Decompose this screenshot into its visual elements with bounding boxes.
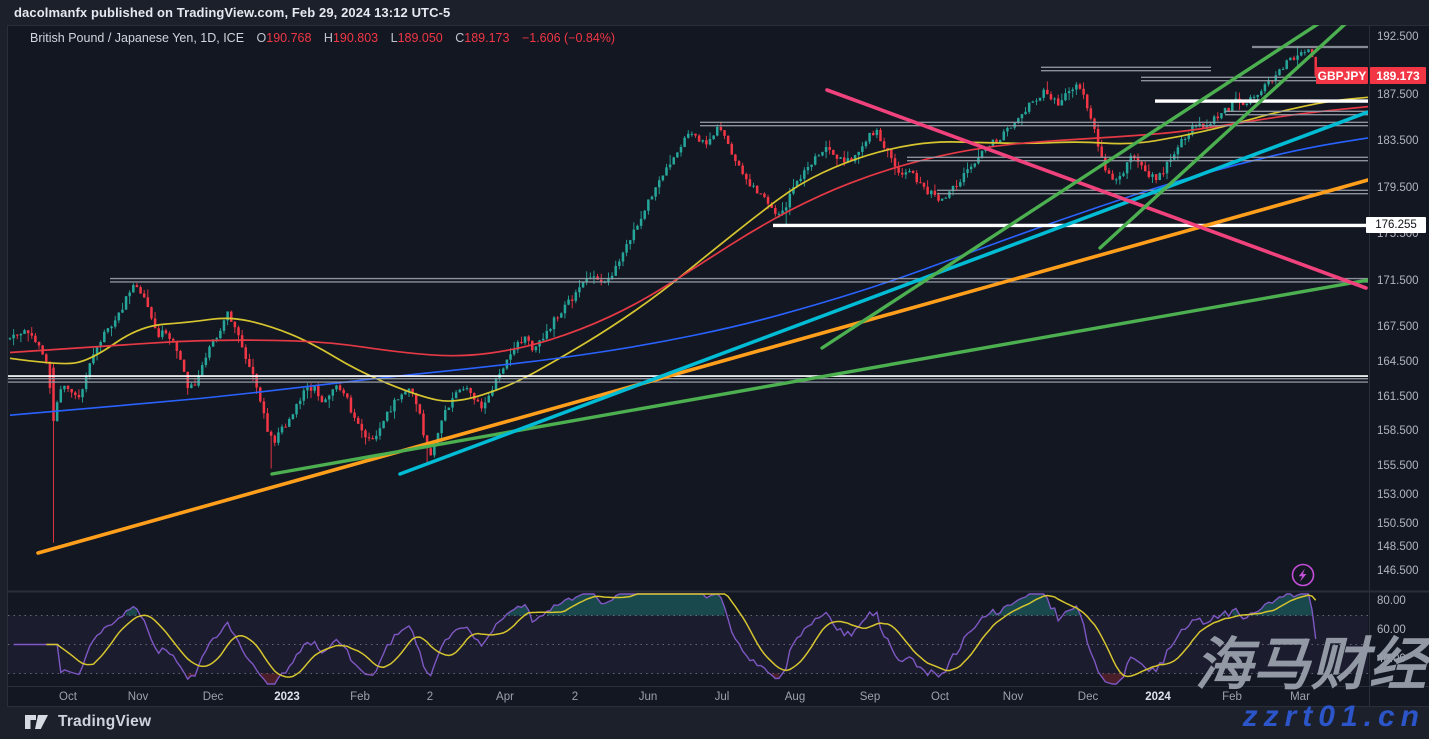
last-price-badge: 189.173 — [1370, 67, 1426, 85]
level-price-badge: 176.255 — [1366, 217, 1426, 234]
time-tick-label: Dec — [1077, 691, 1099, 703]
price-tick-label: 148.500 — [1377, 541, 1419, 554]
time-tick-label: 2 — [571, 691, 579, 703]
time-tick-label: Feb — [1222, 691, 1242, 703]
chart-legend[interactable]: British Pound / Japanese Yen, 1D, ICE O1… — [30, 31, 615, 45]
low-label: L — [390, 31, 398, 45]
close-label: C — [455, 31, 465, 45]
candlestick-series — [8, 45, 1317, 543]
high-value: 190.803 — [332, 31, 379, 45]
time-tick-label: Nov — [1002, 691, 1024, 703]
ma-mid-red — [9, 105, 1368, 357]
time-tick-label: Oct — [59, 691, 77, 703]
price-tick-label: 150.500 — [1377, 518, 1419, 531]
price-tick-label: 158.500 — [1377, 425, 1419, 438]
change-value: −1.606 (−0.84%) — [521, 31, 616, 45]
symbol-price-badge: GBPJPY — [1316, 67, 1368, 85]
time-tick-label: Feb — [350, 691, 370, 703]
publisher-line: dacolmanfx published on TradingView.com,… — [14, 5, 451, 20]
main-pane — [8, 15, 1368, 587]
time-tick-label: 2024 — [1145, 691, 1171, 703]
rsi-ma-line — [46, 593, 1317, 678]
trendline-cyan-support[interactable] — [398, 110, 1368, 476]
tradingview-logo-icon — [25, 715, 48, 729]
rsi-tick-label: 60.00 — [1377, 624, 1406, 636]
time-tick-label: Sep — [859, 691, 881, 703]
watermark-url: zzrt01.cn — [1242, 700, 1425, 733]
price-tick-label: 164.500 — [1377, 355, 1419, 368]
price-tick-label: 146.500 — [1377, 564, 1419, 577]
tradingview-logo-text: TradingView — [58, 713, 152, 730]
time-tick-label: 2 — [426, 691, 434, 703]
price-tick-label: 153.000 — [1377, 489, 1419, 502]
trendline-green-steep-a[interactable] — [820, 22, 1321, 350]
symbol-title: British Pound / Japanese Yen, 1D, ICE — [30, 31, 245, 45]
low-value: 189.050 — [397, 31, 443, 45]
price-tick-label: 183.500 — [1377, 135, 1419, 148]
horizontal-levels — [8, 45, 1368, 383]
time-tick-label: 2023 — [274, 691, 300, 703]
open-label: O — [256, 31, 267, 45]
trendline-green-long[interactable] — [270, 278, 1368, 476]
high-label: H — [323, 31, 333, 45]
time-tick-label: Jun — [638, 691, 658, 703]
rsi-pane — [8, 593, 1368, 685]
flash-icon[interactable] — [1291, 563, 1315, 587]
close-value: 189.173 — [464, 31, 510, 45]
rsi-tick-label: 40.00 — [1377, 653, 1406, 665]
open-value: 190.768 — [266, 31, 312, 45]
watermark-cjk: 海马财经 — [1195, 633, 1427, 697]
price-tick-label: 179.500 — [1377, 181, 1419, 194]
trendline-green-steep-b[interactable] — [1098, 15, 1355, 250]
time-tick-label: Apr — [496, 691, 514, 703]
trendline-pink-resistance[interactable] — [825, 88, 1368, 290]
price-tick-label: 167.500 — [1377, 321, 1419, 333]
trendline-orange-support[interactable] — [36, 178, 1368, 555]
ma-slow-blue — [9, 137, 1368, 416]
price-tick-label: 192.500 — [1377, 31, 1419, 43]
time-tick-label: Oct — [931, 691, 949, 703]
time-tick-label: Nov — [127, 691, 149, 703]
rsi-tick-label: 80.00 — [1377, 595, 1406, 607]
price-tick-label: 171.500 — [1377, 274, 1419, 287]
time-tick-label: Dec — [202, 691, 224, 703]
price-tick-label: 187.500 — [1377, 89, 1419, 101]
tradingview-logo[interactable]: TradingView — [24, 712, 151, 732]
time-tick-label: Mar — [1290, 691, 1310, 703]
price-tick-label: 155.500 — [1377, 460, 1419, 473]
ma-fast-yellow — [9, 96, 1368, 402]
time-tick-label: Jul — [714, 691, 730, 703]
price-tick-label: 161.500 — [1377, 390, 1419, 403]
time-tick-label: Aug — [784, 691, 806, 703]
